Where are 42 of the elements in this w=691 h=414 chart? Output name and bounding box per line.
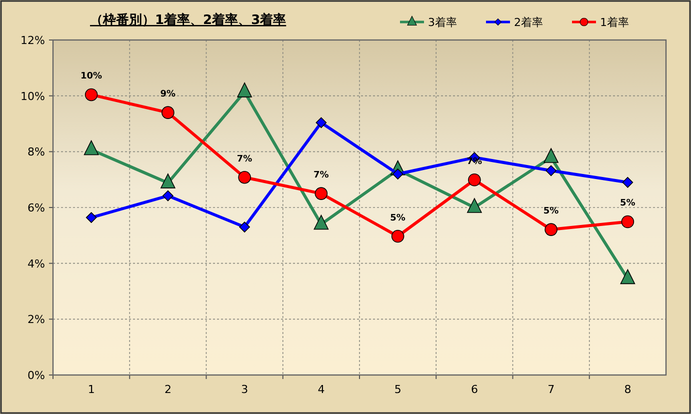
x-tick-label: 7 — [548, 383, 555, 396]
legend-label: 2着率 — [514, 16, 543, 29]
data-label: 5% — [543, 206, 559, 217]
y-tick-label: 6% — [28, 202, 45, 214]
point — [84, 88, 98, 102]
x-tick-label: 3 — [241, 383, 248, 396]
point — [239, 222, 250, 232]
point — [392, 168, 404, 180]
y-tick-label: 8% — [28, 146, 45, 159]
point — [314, 187, 328, 200]
chart-title: （枠番別）1着率、2着率、3着率 — [90, 12, 286, 28]
point — [162, 106, 174, 119]
data-label: 10% — [80, 72, 102, 82]
point — [544, 223, 558, 236]
data-label: 7% — [466, 156, 482, 167]
point — [391, 230, 404, 243]
data-label: 5% — [620, 198, 636, 209]
data-label: 7% — [314, 170, 329, 181]
point — [238, 170, 251, 184]
data-label: 5% — [390, 213, 406, 224]
x-tick-label: 6 — [470, 383, 478, 396]
y-tick-label: 2% — [28, 313, 45, 326]
legend-label: 3着率 — [428, 16, 457, 29]
x-tick-label: 2 — [164, 383, 172, 396]
point — [622, 176, 634, 188]
x-tick-label: 5 — [394, 383, 402, 396]
y-tick-label: 10% — [20, 90, 45, 103]
x-tick-label: 1 — [88, 383, 95, 396]
point — [546, 165, 556, 176]
x-tick-label: 8 — [624, 383, 632, 396]
y-tick-label: 4% — [28, 257, 45, 270]
data-label: 7% — [236, 154, 252, 164]
point — [621, 215, 634, 228]
x-tick-label: 4 — [318, 383, 325, 396]
point — [316, 117, 327, 128]
point — [86, 212, 97, 223]
y-tick-label: 0% — [28, 369, 45, 382]
point — [468, 173, 481, 186]
point — [162, 190, 174, 202]
y-tick-label: 12% — [20, 34, 45, 47]
data-label: 9% — [160, 90, 176, 100]
legend-label: 1着率 — [600, 16, 629, 29]
